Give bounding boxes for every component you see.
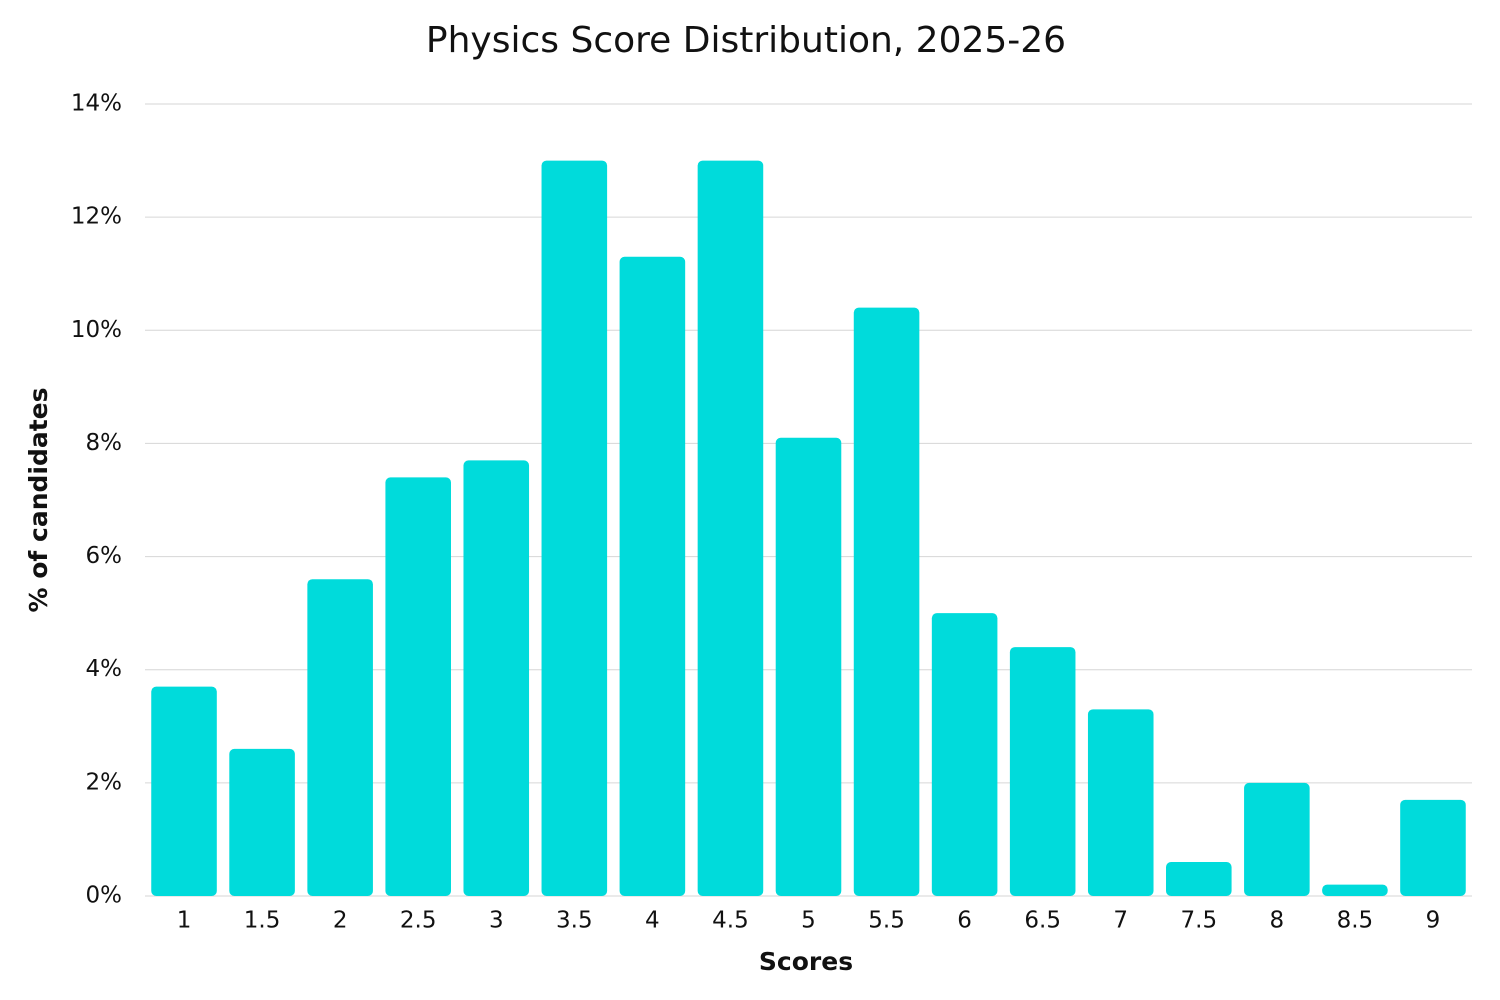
x-tick-label: 3.5 [556, 908, 593, 934]
y-tick-label: 14% [71, 91, 122, 117]
chart-title: Physics Score Distribution, 2025-26 [426, 20, 1066, 61]
x-tick-label: 8.5 [1337, 908, 1374, 934]
y-tick-label: 8% [86, 430, 123, 456]
x-tick-label: 1.5 [244, 908, 281, 934]
x-axis-label: Scores [759, 947, 853, 976]
bar [1322, 884, 1388, 896]
bar [697, 160, 764, 897]
x-tick-label: 5 [801, 908, 816, 934]
x-tick-label: 3 [489, 908, 504, 934]
x-tick-label: 4.5 [712, 908, 749, 934]
bar [853, 307, 920, 897]
y-tick-label: 10% [71, 317, 122, 343]
bar [619, 256, 686, 896]
x-tick-label: 9 [1426, 908, 1441, 934]
bar [385, 477, 451, 896]
x-tick-label: 8 [1270, 908, 1285, 934]
bar [307, 579, 373, 896]
bar [775, 437, 842, 896]
y-tick-label: 4% [86, 656, 123, 682]
bar [541, 160, 608, 897]
x-tick-label: 7.5 [1181, 908, 1218, 934]
y-tick-label: 6% [86, 543, 123, 569]
y-tick-label: 12% [71, 204, 122, 230]
bar [931, 613, 998, 896]
bar [1087, 709, 1154, 896]
x-tick-label: 7 [1113, 908, 1128, 934]
x-tick-label: 2 [333, 908, 348, 934]
x-tick-label: 1 [177, 908, 192, 934]
bar [463, 460, 530, 896]
x-tick-label: 6.5 [1024, 908, 1061, 934]
x-tick-label: 4 [645, 908, 660, 934]
bar [1009, 647, 1076, 896]
bar [229, 748, 295, 896]
bar [1244, 782, 1310, 896]
y-axis-label: % of candidates [24, 387, 53, 612]
x-tick-label: 6 [957, 908, 972, 934]
bar [1166, 862, 1232, 896]
bar [151, 686, 217, 896]
x-tick-label: 5.5 [868, 908, 905, 934]
x-tick-label: 2.5 [400, 908, 437, 934]
bar [1400, 799, 1466, 896]
y-tick-label: 0% [86, 883, 123, 909]
y-tick-label: 2% [86, 769, 123, 795]
